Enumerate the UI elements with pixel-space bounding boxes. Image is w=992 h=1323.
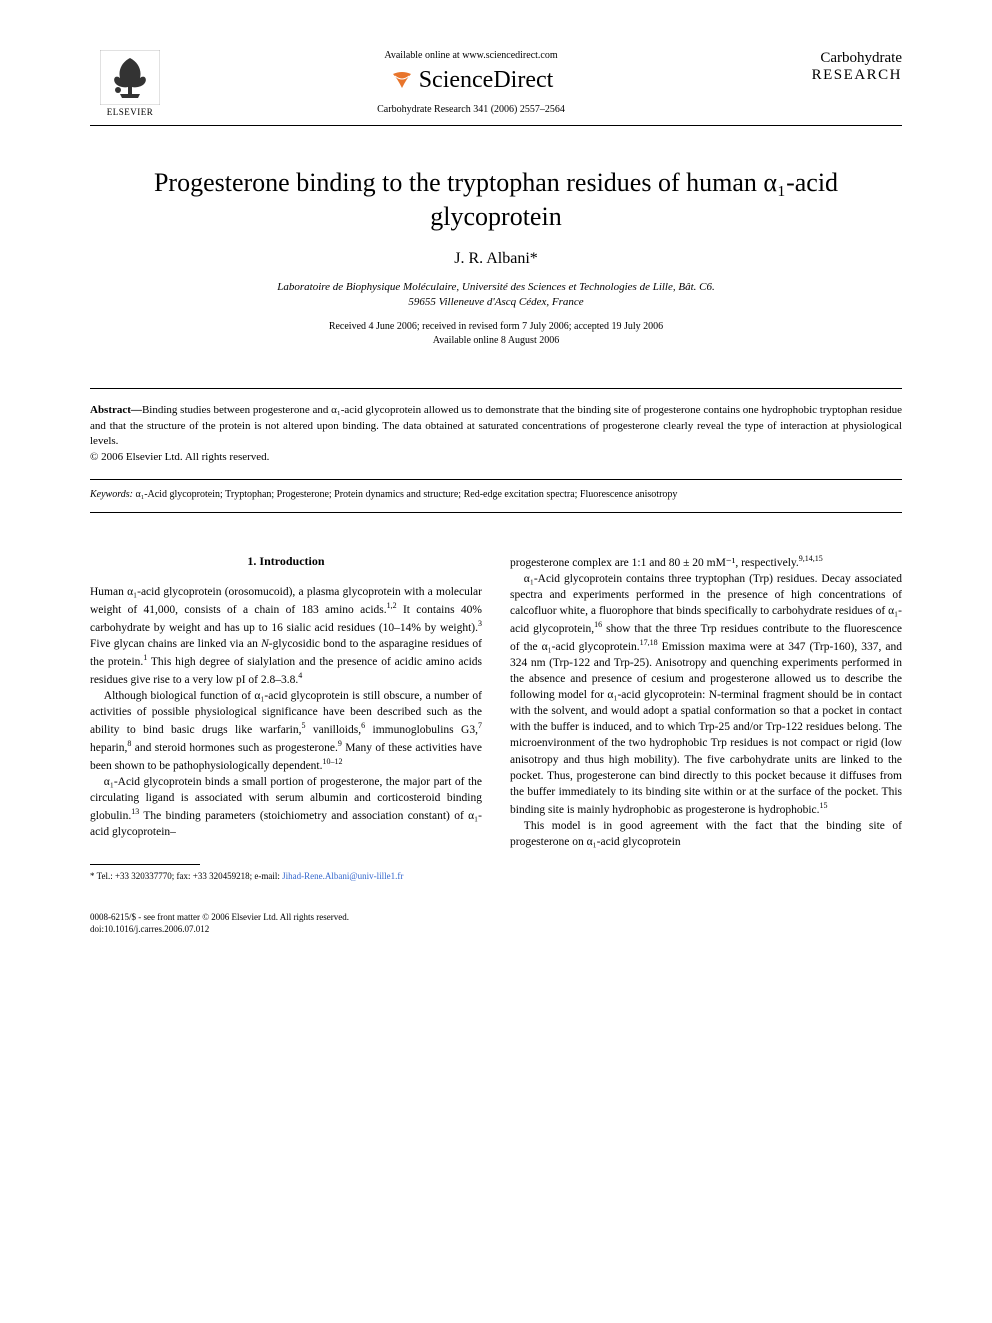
para-2: Although biological function of α₁-acid …: [90, 688, 482, 774]
journal-citation: Carbohydrate Research 341 (2006) 2557–25…: [170, 104, 772, 115]
abstract-content: Binding studies between progesterone and…: [90, 404, 902, 447]
right-column: progesterone complex are 1:1 and 80 ± 20…: [510, 553, 902, 883]
para-3: α₁-Acid glycoprotein binds a small porti…: [90, 774, 482, 840]
elsevier-logo: ELSEVIER: [90, 50, 170, 117]
footer-line1: 0008-6215/$ - see front matter © 2006 El…: [90, 912, 349, 922]
para-1: Human α₁-acid glycoprotein (orosomucoid)…: [90, 584, 482, 688]
body-columns: 1. Introduction Human α₁-acid glycoprote…: [90, 553, 902, 883]
elsevier-tree-icon: [100, 50, 160, 105]
page-footer: 0008-6215/$ - see front matter © 2006 El…: [90, 912, 902, 935]
footnote: * Tel.: +33 320337770; fax: +33 32045921…: [90, 871, 482, 883]
abstract-text: Abstract—Binding studies between progest…: [90, 403, 902, 465]
footer-line2: doi:10.1016/j.carres.2006.07.012: [90, 924, 209, 934]
journal-name-line2: RESEARCH: [772, 67, 902, 84]
email-link[interactable]: Jihad-Rene.Albani@univ-lille1.fr: [282, 871, 403, 881]
journal-name-line1: Carbohydrate: [772, 50, 902, 67]
sciencedirect-logo: ScienceDirect: [170, 67, 772, 94]
para-6: This model is in good agreement with the…: [510, 818, 902, 850]
section-1-heading: 1. Introduction: [90, 553, 482, 570]
article-title: Progesterone binding to the tryptophan r…: [90, 166, 902, 234]
footnote-contact: * Tel.: +33 320337770; fax: +33 32045921…: [90, 871, 282, 881]
available-date: Available online 8 August 2006: [433, 335, 559, 346]
keywords-block: Keywords: α₁-Acid glycoprotein; Tryptoph…: [90, 488, 902, 513]
affiliation-line2: 59655 Villeneuve d'Ascq Cédex, France: [408, 296, 583, 308]
abstract-block: Abstract—Binding studies between progest…: [90, 388, 902, 480]
available-online-text: Available online at www.sciencedirect.co…: [170, 50, 772, 61]
footnote-separator: [90, 864, 200, 865]
received-date: Received 4 June 2006; received in revise…: [329, 321, 663, 332]
elsevier-label: ELSEVIER: [107, 107, 154, 117]
sciencedirect-text: ScienceDirect: [419, 67, 554, 94]
page-header: ELSEVIER Available online at www.science…: [90, 50, 902, 117]
abstract-label: Abstract—: [90, 404, 142, 416]
author-name: J. R. Albani*: [90, 250, 902, 268]
affiliation: Laboratoire de Biophysique Moléculaire, …: [90, 280, 902, 311]
abstract-copyright: © 2006 Elsevier Ltd. All rights reserved…: [90, 451, 269, 463]
left-column: 1. Introduction Human α₁-acid glycoprote…: [90, 553, 482, 883]
journal-name-box: Carbohydrate RESEARCH: [772, 50, 902, 84]
center-header: Available online at www.sciencedirect.co…: [170, 50, 772, 115]
header-divider: [90, 125, 902, 126]
keywords-label: Keywords:: [90, 489, 133, 500]
article-dates: Received 4 June 2006; received in revise…: [90, 320, 902, 348]
para-4: progesterone complex are 1:1 and 80 ± 20…: [510, 553, 902, 571]
keywords-text: α₁-Acid glycoprotein; Tryptophan; Proges…: [133, 489, 677, 500]
para-5: α₁-Acid glycoprotein contains three tryp…: [510, 571, 902, 818]
affiliation-line1: Laboratoire de Biophysique Moléculaire, …: [277, 281, 714, 293]
sciencedirect-icon: [389, 68, 415, 94]
